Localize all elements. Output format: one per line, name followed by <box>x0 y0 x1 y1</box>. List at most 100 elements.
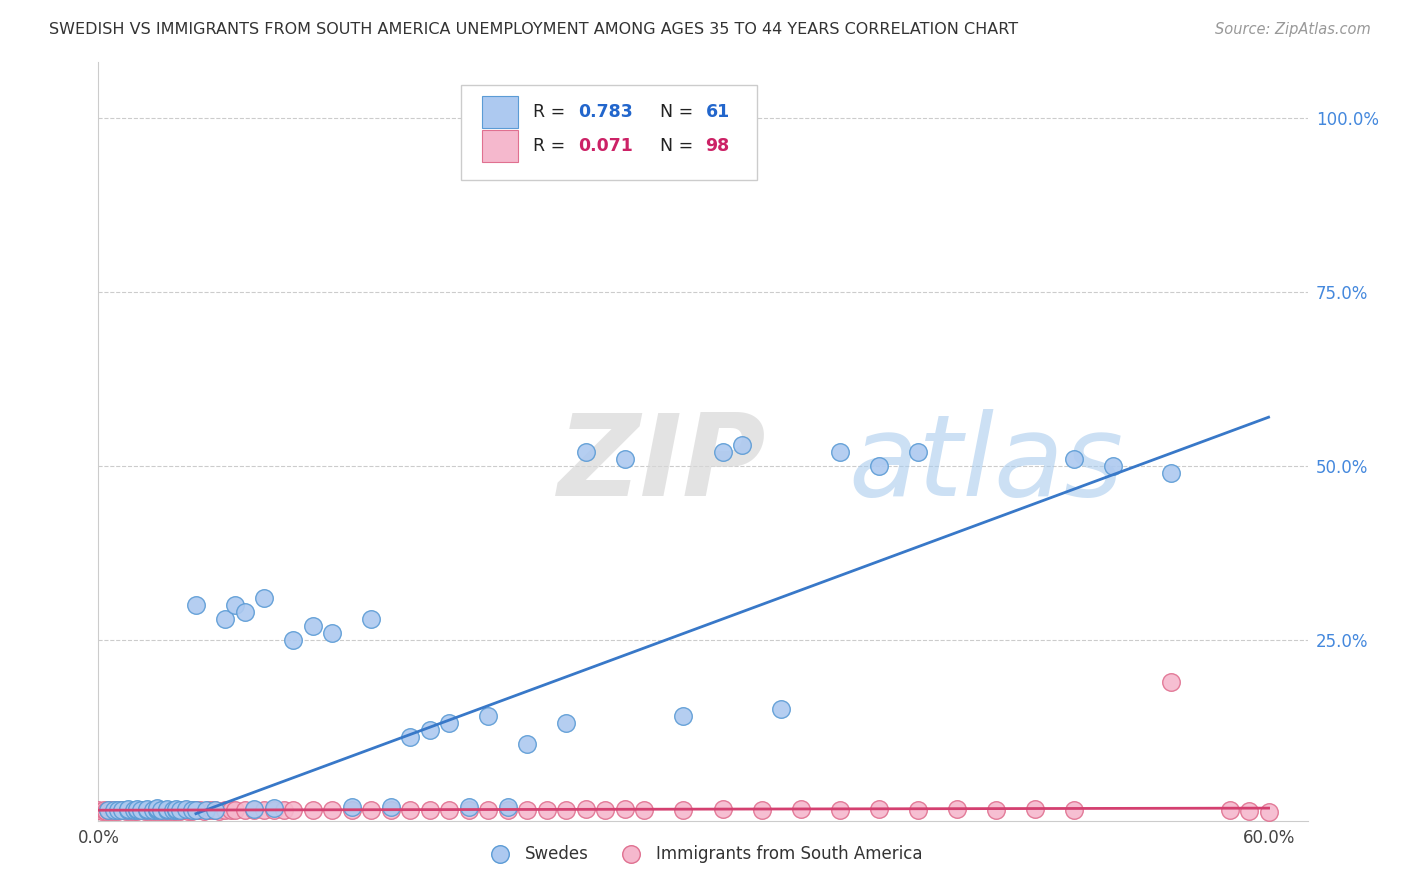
Point <box>614 802 637 816</box>
Point <box>117 803 139 817</box>
Point <box>188 803 211 817</box>
Point <box>177 804 200 818</box>
Point <box>399 730 422 744</box>
Point <box>208 804 231 818</box>
Point <box>1160 466 1182 480</box>
Point <box>1219 803 1241 817</box>
Point <box>496 799 519 814</box>
Point <box>93 803 115 817</box>
Point <box>789 802 811 816</box>
Point <box>711 445 734 459</box>
Point <box>163 803 186 817</box>
Point <box>172 803 194 817</box>
Point <box>477 803 499 817</box>
Point <box>224 803 246 817</box>
Point <box>142 804 165 818</box>
Point <box>321 803 343 817</box>
Point <box>439 716 461 731</box>
Point <box>1024 802 1046 816</box>
Point <box>828 445 851 459</box>
Point <box>380 799 402 814</box>
Point <box>868 458 890 473</box>
Point <box>945 802 967 816</box>
Point <box>219 803 242 817</box>
Point <box>233 803 256 817</box>
Point <box>128 803 150 817</box>
Point <box>127 804 149 818</box>
Point <box>194 803 217 817</box>
Point <box>118 804 141 818</box>
Point <box>103 803 125 817</box>
Point <box>149 804 172 818</box>
Legend: Swedes, Immigrants from South America: Swedes, Immigrants from South America <box>477 838 929 869</box>
Point <box>97 803 120 817</box>
Text: 61: 61 <box>706 103 730 120</box>
Point <box>174 802 197 816</box>
Point <box>302 619 325 633</box>
Point <box>340 803 363 817</box>
Point <box>633 803 655 817</box>
Point <box>536 803 558 817</box>
Point <box>98 804 121 818</box>
Point <box>193 804 215 818</box>
Point <box>1257 805 1279 819</box>
Point <box>139 803 162 817</box>
Point <box>458 799 481 814</box>
Point <box>399 803 422 817</box>
Point <box>419 723 441 738</box>
Point <box>179 803 201 817</box>
Point <box>868 802 890 816</box>
Point <box>91 804 114 818</box>
Point <box>1237 804 1260 818</box>
Point <box>101 803 124 817</box>
Point <box>263 801 285 815</box>
Point <box>107 803 129 817</box>
Point <box>138 804 160 818</box>
Point <box>184 803 207 817</box>
Point <box>360 612 382 626</box>
Point <box>165 803 187 817</box>
Point <box>146 802 169 816</box>
Point <box>907 803 929 817</box>
Point <box>711 802 734 816</box>
Point <box>555 803 578 817</box>
Point <box>167 803 190 817</box>
Point <box>156 803 179 817</box>
Point <box>103 804 125 818</box>
Point <box>477 709 499 723</box>
Point <box>114 804 136 818</box>
Point <box>149 803 172 817</box>
Point <box>197 803 219 817</box>
Point <box>117 802 139 816</box>
Point <box>136 803 159 817</box>
Point <box>243 802 266 816</box>
Point <box>555 716 578 731</box>
Point <box>165 802 187 816</box>
Point <box>184 803 207 817</box>
Point <box>516 803 538 817</box>
Point <box>153 804 176 818</box>
Text: R =: R = <box>533 136 571 155</box>
Point <box>283 803 305 817</box>
Point <box>169 803 191 817</box>
Point <box>148 803 170 817</box>
Point <box>1160 674 1182 689</box>
Point <box>181 803 204 817</box>
Text: N =: N = <box>648 136 699 155</box>
Point <box>111 803 134 817</box>
Point <box>165 804 187 818</box>
Point <box>224 598 246 612</box>
Point <box>458 803 481 817</box>
Point <box>595 803 617 817</box>
Point <box>214 803 236 817</box>
Point <box>672 803 695 817</box>
Point <box>360 803 382 817</box>
Text: Source: ZipAtlas.com: Source: ZipAtlas.com <box>1215 22 1371 37</box>
Point <box>672 709 695 723</box>
Point <box>122 804 145 818</box>
Point <box>516 737 538 751</box>
Point <box>419 803 441 817</box>
Point <box>131 803 153 817</box>
Point <box>496 803 519 817</box>
Point <box>132 803 155 817</box>
